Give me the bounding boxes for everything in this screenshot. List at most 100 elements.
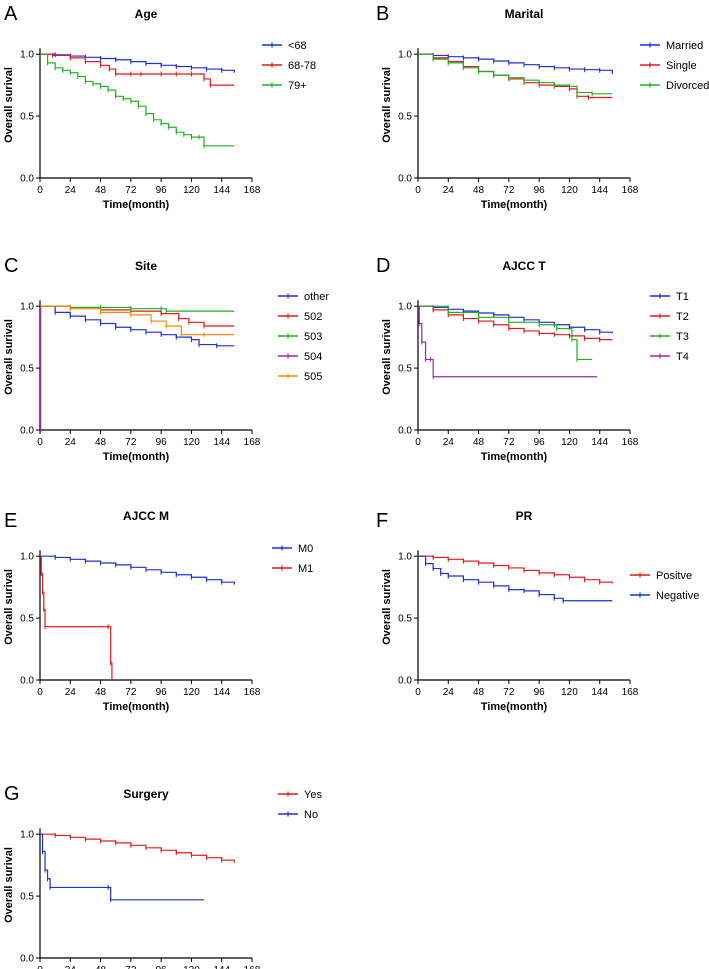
chart-title: PR — [516, 509, 533, 523]
panel-letter: B — [376, 3, 389, 25]
x-tick-label: 144 — [213, 965, 230, 969]
y-tick-label: 0.5 — [398, 112, 412, 123]
x-tick-label: 0 — [415, 687, 421, 698]
legend-label-other: other — [304, 291, 329, 303]
series-line-504 — [40, 305, 42, 431]
x-tick-label: 96 — [156, 437, 168, 448]
x-axis-label: Time(month) — [103, 199, 170, 211]
x-tick-label: 120 — [183, 687, 200, 698]
series-line-married — [418, 53, 613, 74]
panel-letter: G — [4, 783, 20, 805]
x-tick-label: 72 — [125, 437, 137, 448]
x-tick-label: 48 — [95, 687, 107, 698]
x-tick-label: 48 — [95, 437, 107, 448]
y-tick-label: 0.0 — [398, 426, 412, 437]
series-line-503 — [40, 305, 235, 312]
chart-title: Age — [135, 7, 158, 21]
y-tick-label: 1.0 — [398, 302, 412, 313]
x-tick-label: 144 — [213, 437, 230, 448]
y-tick-label: 1.0 — [20, 50, 34, 61]
x-tick-label: 72 — [503, 437, 515, 448]
y-tick-label: 0.5 — [20, 892, 34, 903]
y-tick-label: 0.0 — [20, 676, 34, 687]
legend-label-t1: T1 — [676, 291, 689, 303]
series-line-m0 — [40, 555, 235, 585]
y-tick-label: 0.5 — [20, 112, 34, 123]
x-tick-label: 0 — [415, 437, 421, 448]
x-tick-label: 0 — [37, 687, 43, 698]
chart-title: Marital — [505, 7, 544, 21]
x-tick-label: 96 — [156, 185, 168, 196]
x-axis-label: Time(month) — [103, 701, 170, 713]
y-tick-label: 0.5 — [20, 364, 34, 375]
y-tick-label: 0.0 — [20, 174, 34, 185]
legend-label-68: <68 — [288, 40, 307, 52]
legend-label-79: 79+ — [288, 80, 307, 92]
y-tick-label: 0.0 — [20, 426, 34, 437]
x-tick-label: 96 — [534, 687, 546, 698]
series-line-positve — [418, 555, 613, 584]
legend-label-positve: Positve — [656, 570, 692, 582]
legend-label-single: Single — [666, 60, 697, 72]
y-tick-label: 0.0 — [398, 676, 412, 687]
x-tick-label: 168 — [244, 437, 261, 448]
y-tick-label: 1.0 — [20, 302, 34, 313]
legend-label-m1: M1 — [298, 563, 313, 575]
x-tick-label: 168 — [244, 687, 261, 698]
x-tick-label: 24 — [65, 965, 77, 969]
series-line-68-78 — [40, 53, 235, 86]
x-tick-label: 144 — [591, 437, 608, 448]
x-tick-label: 144 — [591, 687, 608, 698]
x-tick-label: 168 — [622, 185, 639, 196]
x-tick-label: 168 — [244, 965, 261, 969]
legend-label-t4: T4 — [676, 351, 689, 363]
x-tick-label: 0 — [37, 965, 43, 969]
x-tick-label: 48 — [473, 687, 485, 698]
x-tick-label: 96 — [156, 687, 168, 698]
x-tick-label: 72 — [125, 965, 137, 969]
chart-title: AJCC T — [502, 259, 546, 273]
panel-letter: A — [4, 3, 18, 25]
x-tick-label: 24 — [65, 687, 77, 698]
y-axis-label: Overall surival — [3, 67, 15, 143]
x-tick-label: 0 — [415, 185, 421, 196]
y-tick-label: 0.5 — [20, 614, 34, 625]
series-line-single — [418, 53, 613, 99]
y-tick-label: 0.0 — [398, 174, 412, 185]
y-axis-label: Overall surival — [3, 319, 15, 395]
y-axis-label: Overall surival — [381, 319, 393, 395]
y-axis-label: Overall surival — [3, 569, 15, 645]
legend-label-married: Married — [666, 40, 703, 52]
x-tick-label: 24 — [65, 437, 77, 448]
y-axis-label: Overall surival — [381, 67, 393, 143]
y-tick-label: 1.0 — [398, 552, 412, 563]
x-tick-label: 96 — [534, 437, 546, 448]
y-tick-label: 0.5 — [398, 614, 412, 625]
legend-label-negative: Negative — [656, 590, 699, 602]
x-tick-label: 48 — [473, 437, 485, 448]
panel-d: D AJCC T 0.0 0.5 1.0 0 24 48 72 96 120 144 168 Time(m… — [376, 255, 689, 463]
legend-label-505: 505 — [304, 371, 322, 383]
x-tick-label: 168 — [622, 437, 639, 448]
legend-label-504: 504 — [304, 351, 322, 363]
x-tick-label: 120 — [183, 437, 200, 448]
legend-label-68-78: 68-78 — [288, 60, 316, 72]
x-tick-label: 0 — [37, 437, 43, 448]
series-line-t2 — [418, 305, 613, 341]
legend-label-t2: T2 — [676, 311, 689, 323]
panel-letter: C — [4, 255, 18, 277]
chart-title: Site — [135, 259, 157, 273]
panel-c: C Site 0.0 0.5 1.0 0 24 48 72 96 120 144 168 Time(mon… — [3, 255, 329, 463]
x-tick-label: 24 — [443, 687, 455, 698]
legend-label-t3: T3 — [676, 331, 689, 343]
x-axis-label: Time(month) — [481, 451, 548, 463]
panel-g: GSurgery0.00.51.0024487296120144168Time … — [3, 783, 322, 969]
x-axis-label: Time(month) — [481, 701, 548, 713]
x-tick-label: 72 — [503, 687, 515, 698]
x-tick-label: 48 — [473, 185, 485, 196]
x-tick-label: 120 — [561, 687, 578, 698]
series-line-m1 — [40, 555, 113, 680]
panel-b: B Marital 0.0 0.5 1.0 0 24 48 72 96 120 144 168 Time(… — [376, 3, 709, 211]
panel-letter: E — [4, 510, 17, 532]
